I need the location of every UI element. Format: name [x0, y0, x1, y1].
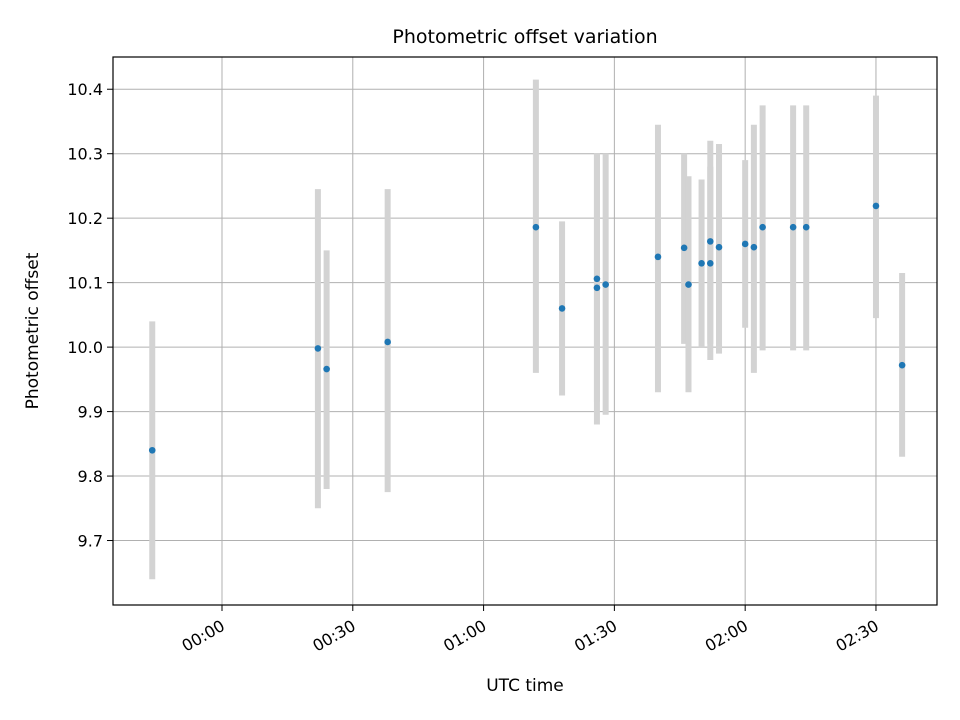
data-point — [698, 260, 705, 267]
data-point — [789, 223, 797, 231]
x-axis-title: UTC time — [486, 676, 564, 696]
chart-title: Photometric offset variation — [392, 26, 657, 48]
data-point — [558, 305, 566, 312]
data-point — [532, 223, 540, 231]
y-tick-label: 10.0 — [67, 338, 103, 357]
x-tick-label: 01:30 — [571, 616, 620, 656]
data-point — [685, 281, 692, 288]
x-tick-label: 00:30 — [309, 616, 358, 656]
data-point — [750, 243, 758, 251]
y-tick-label: 10.1 — [67, 274, 103, 293]
data-point — [715, 243, 723, 251]
data-point — [680, 244, 688, 252]
y-tick-label: 10.4 — [67, 80, 103, 99]
error-bars — [149, 79, 906, 580]
data-point — [593, 284, 601, 292]
y-tick-label: 9.9 — [78, 403, 103, 422]
y-tick-label: 10.3 — [67, 145, 103, 164]
data-point — [706, 260, 714, 267]
data-point — [148, 446, 156, 454]
y-axis-title: Photometric offset — [23, 252, 43, 409]
x-axis-ticks: 00:00 00:30 01:00 01:30 02:00 02:30 — [179, 605, 882, 656]
data-point — [741, 240, 749, 248]
y-tick-label: 9.7 — [78, 532, 103, 551]
y-tick-label: 10.2 — [67, 209, 103, 228]
x-tick-label: 02:00 — [702, 616, 751, 656]
data-point — [706, 238, 714, 245]
x-tick-label: 00:00 — [179, 616, 228, 656]
grid-lines — [113, 57, 937, 605]
x-tick-label: 02:30 — [833, 616, 882, 656]
x-tick-label: 01:00 — [440, 616, 489, 656]
plot-frame — [112, 56, 938, 606]
data-points — [148, 202, 906, 454]
data-point — [802, 223, 810, 231]
data-point — [314, 345, 322, 352]
data-point — [384, 338, 391, 346]
data-point — [654, 253, 662, 261]
data-point — [759, 223, 766, 231]
data-point — [323, 365, 330, 373]
data-point — [602, 281, 609, 288]
data-point — [593, 275, 601, 283]
data-point — [872, 202, 880, 210]
y-axis-ticks: 9.7 9.8 9.9 10.0 10.1 10.2 10.3 10.4 — [67, 80, 113, 551]
y-tick-label: 9.8 — [78, 467, 103, 486]
data-point — [898, 361, 906, 369]
